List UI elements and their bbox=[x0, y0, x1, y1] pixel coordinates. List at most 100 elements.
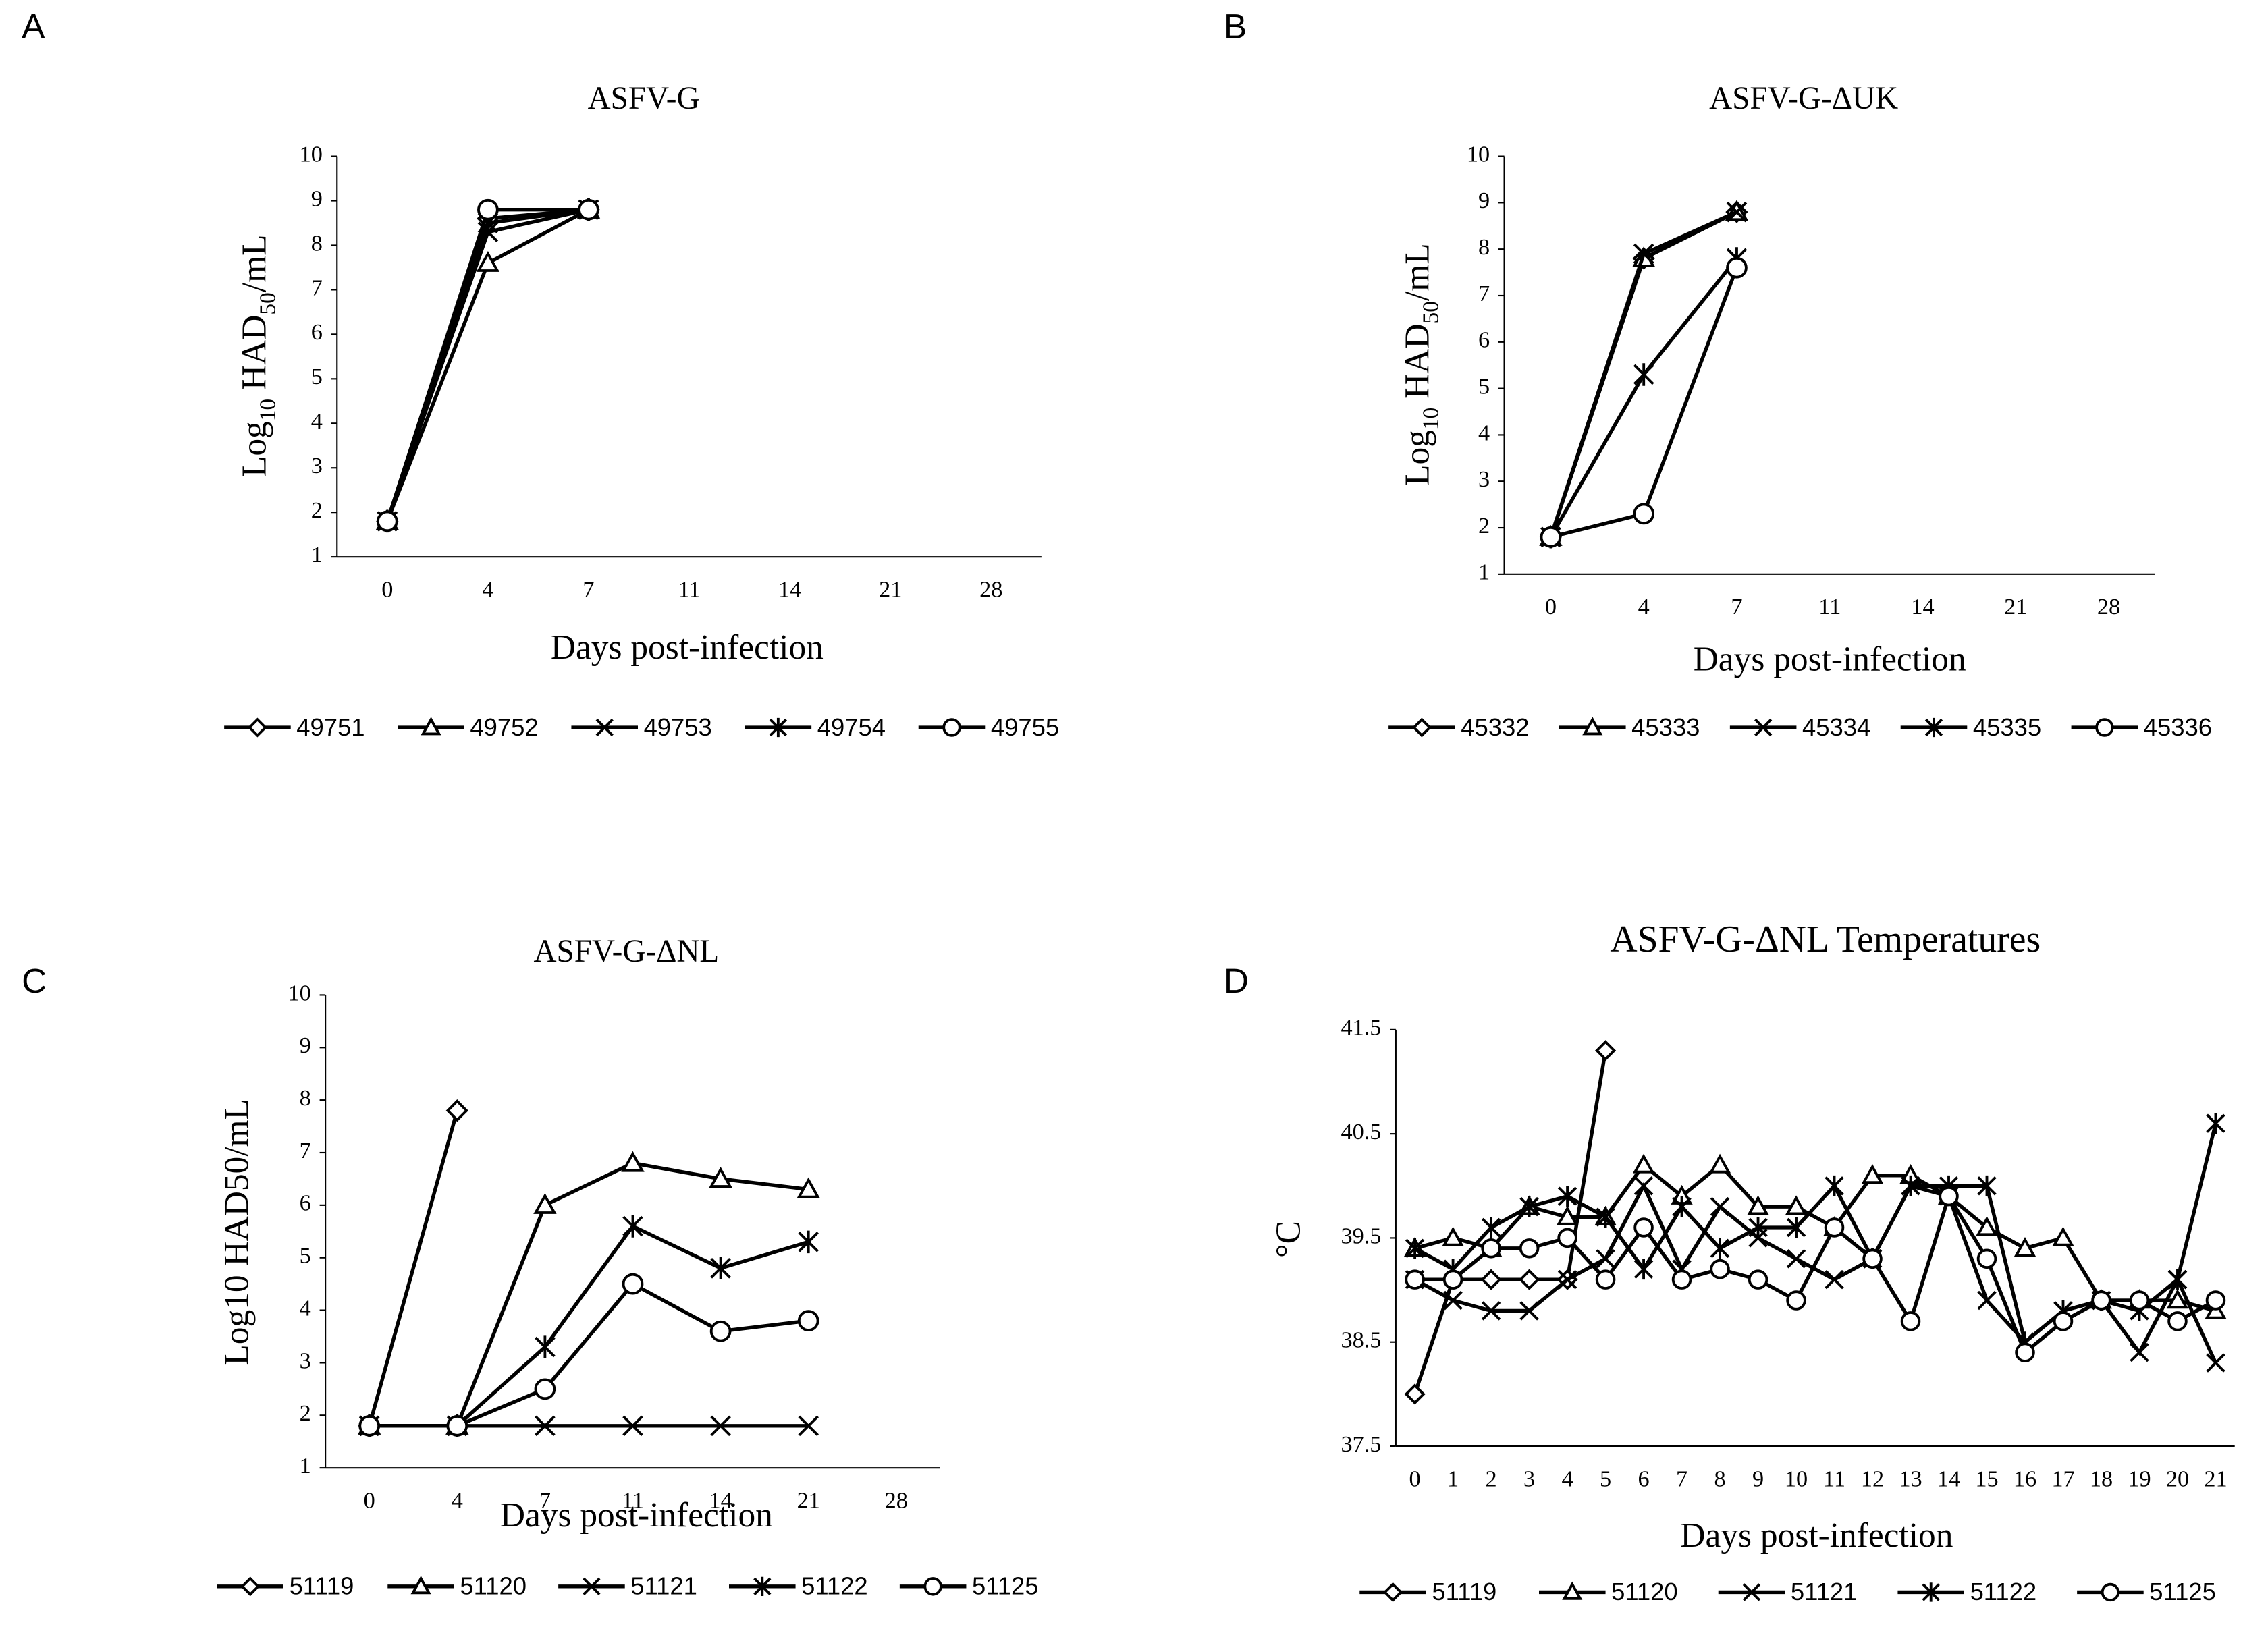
marker bbox=[796, 1177, 820, 1198]
legend-label: 51125 bbox=[2149, 1578, 2216, 1605]
y-tick-label: 9 bbox=[300, 1032, 311, 1058]
marker bbox=[622, 1215, 643, 1238]
marker bbox=[2130, 1342, 2149, 1362]
chart-title: ASFV-G-ΔNL Temperatures bbox=[1610, 918, 2041, 960]
marker bbox=[709, 1320, 732, 1342]
x-tick-label: 18 bbox=[2090, 1466, 2113, 1491]
panel-label: B bbox=[1224, 7, 1247, 46]
x-tick-label: 2 bbox=[1486, 1466, 1497, 1491]
y-tick-label: 4 bbox=[300, 1295, 311, 1321]
series-line bbox=[369, 1281, 809, 1428]
x-tick-label: 7 bbox=[1731, 594, 1742, 619]
marker bbox=[1754, 718, 1773, 737]
marker bbox=[1632, 1153, 1655, 1174]
marker bbox=[1405, 1238, 1425, 1259]
panel-label: C bbox=[22, 961, 47, 1000]
marker bbox=[1710, 1238, 1730, 1259]
chart-title: ASFV-G-ΔUK bbox=[1709, 81, 1898, 116]
marker bbox=[1480, 1269, 1502, 1290]
y-tick-label: 2 bbox=[300, 1400, 311, 1426]
marker bbox=[1861, 1164, 1884, 1184]
y-tick-label: 2 bbox=[311, 497, 323, 523]
y-tick-label: 1 bbox=[1478, 559, 1490, 585]
y-tick-label: 10 bbox=[288, 980, 310, 1005]
y-tick-label: 4 bbox=[1478, 420, 1490, 445]
marker bbox=[1747, 1195, 1769, 1215]
series-line bbox=[1414, 1162, 2217, 1313]
legend-label: 49753 bbox=[644, 713, 712, 741]
marker bbox=[595, 718, 614, 737]
y-tick-label: 5 bbox=[311, 364, 323, 389]
y-tick-label: 6 bbox=[311, 319, 323, 345]
y-tick-label: 8 bbox=[1478, 234, 1490, 260]
x-tick-label: 6 bbox=[1638, 1466, 1649, 1491]
marker bbox=[1786, 1290, 1806, 1311]
marker bbox=[446, 1099, 468, 1122]
x-tick-label: 15 bbox=[1975, 1466, 1998, 1491]
x-tick-label: 1 bbox=[1447, 1466, 1459, 1491]
legend-label: 51122 bbox=[1970, 1578, 2037, 1605]
x-tick-label: 28 bbox=[885, 1487, 908, 1513]
legend-label: 51120 bbox=[460, 1572, 526, 1600]
x-tick-label: 7 bbox=[583, 576, 594, 602]
y-tick-label: 38.5 bbox=[1341, 1327, 1381, 1353]
chart-title: ASFV-G bbox=[588, 81, 700, 116]
series-line bbox=[1413, 1123, 2218, 1346]
x-tick-label: 21 bbox=[879, 576, 902, 602]
marker bbox=[2052, 1226, 2074, 1246]
y-axis-label-part: 10 bbox=[1418, 408, 1443, 430]
marker bbox=[1383, 1582, 1403, 1602]
y-tick-label: 7 bbox=[1478, 281, 1490, 306]
marker bbox=[2167, 1311, 2188, 1331]
x-tick-label: 0 bbox=[1545, 594, 1557, 619]
marker bbox=[942, 718, 961, 737]
marker bbox=[1557, 1228, 1577, 1248]
marker bbox=[710, 1257, 731, 1279]
marker bbox=[1595, 1269, 1616, 1290]
legend-label: 49755 bbox=[991, 713, 1059, 741]
legend-label: 51122 bbox=[801, 1572, 868, 1600]
marker bbox=[1671, 1269, 1692, 1290]
marker bbox=[1443, 1290, 1463, 1311]
legend-label: 45336 bbox=[2144, 713, 2212, 741]
y-tick-label: 3 bbox=[311, 453, 323, 478]
marker bbox=[797, 1310, 819, 1331]
legend-label: 51120 bbox=[1611, 1578, 1678, 1605]
panel-label: A bbox=[22, 7, 45, 46]
marker bbox=[622, 1415, 643, 1437]
legend-label: 51119 bbox=[290, 1572, 354, 1600]
chart-title: ASFV-G-ΔNL bbox=[534, 934, 720, 969]
marker bbox=[421, 717, 441, 736]
y-tick-label: 39.5 bbox=[1341, 1223, 1381, 1248]
marker bbox=[1540, 526, 1562, 548]
x-tick-label: 4 bbox=[1638, 594, 1650, 619]
y-tick-label: 40.5 bbox=[1341, 1119, 1381, 1145]
marker bbox=[1939, 1186, 1959, 1207]
marker bbox=[1977, 1290, 1997, 1311]
marker bbox=[1824, 1217, 1845, 1238]
marker bbox=[1786, 1249, 1806, 1269]
y-axis-label-part: 50 bbox=[256, 292, 281, 314]
marker bbox=[2091, 1290, 2111, 1311]
y-tick-label: 6 bbox=[300, 1190, 311, 1216]
marker bbox=[240, 1576, 261, 1597]
y-axis-label: °C bbox=[1269, 1221, 1307, 1258]
marker bbox=[1742, 1583, 1761, 1601]
marker bbox=[1976, 1248, 1997, 1269]
x-tick-label: 0 bbox=[1409, 1466, 1421, 1491]
x-tick-label: 9 bbox=[1752, 1466, 1764, 1491]
x-axis-label: Days post-infection bbox=[1680, 1516, 1953, 1555]
y-axis-label: Log10 HAD50/mL bbox=[218, 1099, 256, 1366]
y-tick-label: 1 bbox=[311, 542, 323, 568]
marker bbox=[534, 1378, 556, 1400]
y-tick-label: 10 bbox=[300, 141, 323, 167]
marker bbox=[1633, 363, 1654, 386]
marker bbox=[1634, 1259, 1654, 1280]
marker bbox=[1405, 1269, 1425, 1290]
marker bbox=[1672, 1196, 1692, 1217]
marker bbox=[1562, 1581, 1583, 1600]
series-line bbox=[369, 1223, 809, 1428]
marker bbox=[1556, 1205, 1579, 1225]
